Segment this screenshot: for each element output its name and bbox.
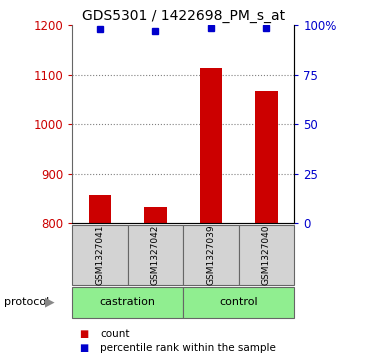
Bar	[72, 287, 183, 318]
Bar	[128, 225, 183, 285]
Bar	[72, 225, 128, 285]
Bar	[200, 69, 222, 223]
Text: count: count	[100, 329, 130, 339]
Text: control: control	[219, 297, 258, 307]
Text: percentile rank within the sample: percentile rank within the sample	[100, 343, 276, 354]
Text: ■: ■	[80, 343, 89, 354]
Text: GSM1327040: GSM1327040	[262, 225, 271, 285]
Text: protocol: protocol	[4, 297, 49, 307]
Bar	[183, 287, 294, 318]
Bar	[255, 91, 278, 223]
Bar	[144, 207, 166, 223]
Text: castration: castration	[100, 297, 156, 307]
Text: ▶: ▶	[45, 296, 55, 309]
Title: GDS5301 / 1422698_PM_s_at: GDS5301 / 1422698_PM_s_at	[82, 9, 285, 23]
Text: ■: ■	[80, 329, 89, 339]
Bar	[183, 225, 239, 285]
Bar	[89, 195, 111, 223]
Text: GSM1327042: GSM1327042	[151, 225, 160, 285]
Text: GSM1327041: GSM1327041	[95, 225, 104, 285]
Bar	[239, 225, 294, 285]
Text: GSM1327039: GSM1327039	[206, 225, 215, 285]
